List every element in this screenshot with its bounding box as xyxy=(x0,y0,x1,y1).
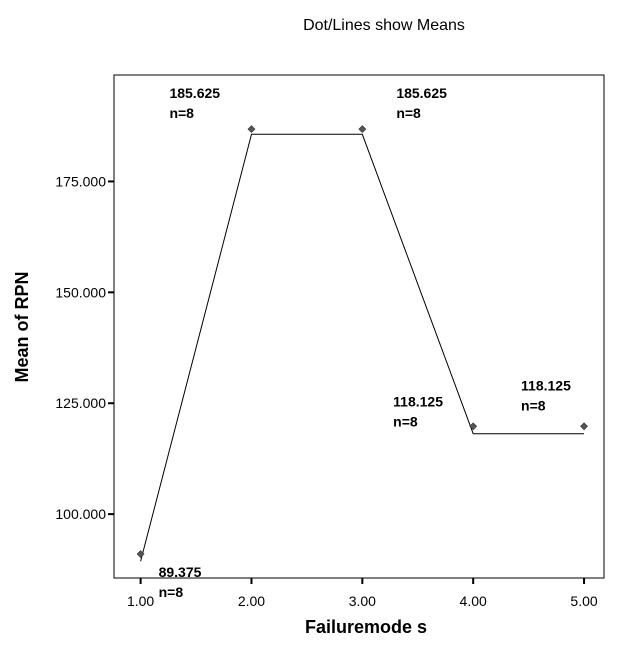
x-tick-label: 1.00 xyxy=(127,593,154,609)
mean-point xyxy=(247,125,256,134)
x-axis-title: Failuremode s xyxy=(305,617,427,637)
y-axis: 100.000 125.000 150.000 175.000 xyxy=(55,173,114,522)
y-axis-title: Mean of RPN xyxy=(12,271,32,382)
series-layer xyxy=(136,125,588,562)
x-tick-label: 2.00 xyxy=(238,593,265,609)
y-tick-label: 150.000 xyxy=(55,284,106,300)
data-label-n: n=8 xyxy=(159,584,184,600)
x-tick-label: 5.00 xyxy=(570,593,597,609)
x-tick-label: 3.00 xyxy=(349,593,376,609)
data-label-value: 89.375 xyxy=(159,564,202,580)
data-label-value: 118.125 xyxy=(521,377,571,393)
mean-line xyxy=(140,133,584,562)
y-tick-label: 100.000 xyxy=(55,506,106,522)
data-label-n: n=8 xyxy=(169,105,194,121)
data-label-value: 185.625 xyxy=(169,85,220,101)
y-tick-label: 175.000 xyxy=(55,173,106,189)
x-axis: 1.00 2.00 3.00 4.00 5.00 xyxy=(127,578,598,609)
mean-point xyxy=(358,125,367,134)
y-tick-label: 125.000 xyxy=(55,395,106,411)
plot-frame xyxy=(113,74,605,579)
data-label-n: n=8 xyxy=(396,105,421,121)
data-label-value: 118.125 xyxy=(393,393,443,409)
data-labels: 89.375 n=8 185.625 n=8 185.625 n=8 118.125 n=8 1… xyxy=(159,85,571,600)
x-tick-label: 4.00 xyxy=(460,593,487,609)
chart-title: Dot/Lines show Means xyxy=(303,17,465,34)
mean-point xyxy=(580,422,588,431)
data-label-value: 185.625 xyxy=(396,85,447,101)
mean-point xyxy=(469,422,478,431)
data-label-n: n=8 xyxy=(393,413,418,429)
mean-point xyxy=(136,550,145,558)
data-label-n: n=8 xyxy=(521,397,546,413)
